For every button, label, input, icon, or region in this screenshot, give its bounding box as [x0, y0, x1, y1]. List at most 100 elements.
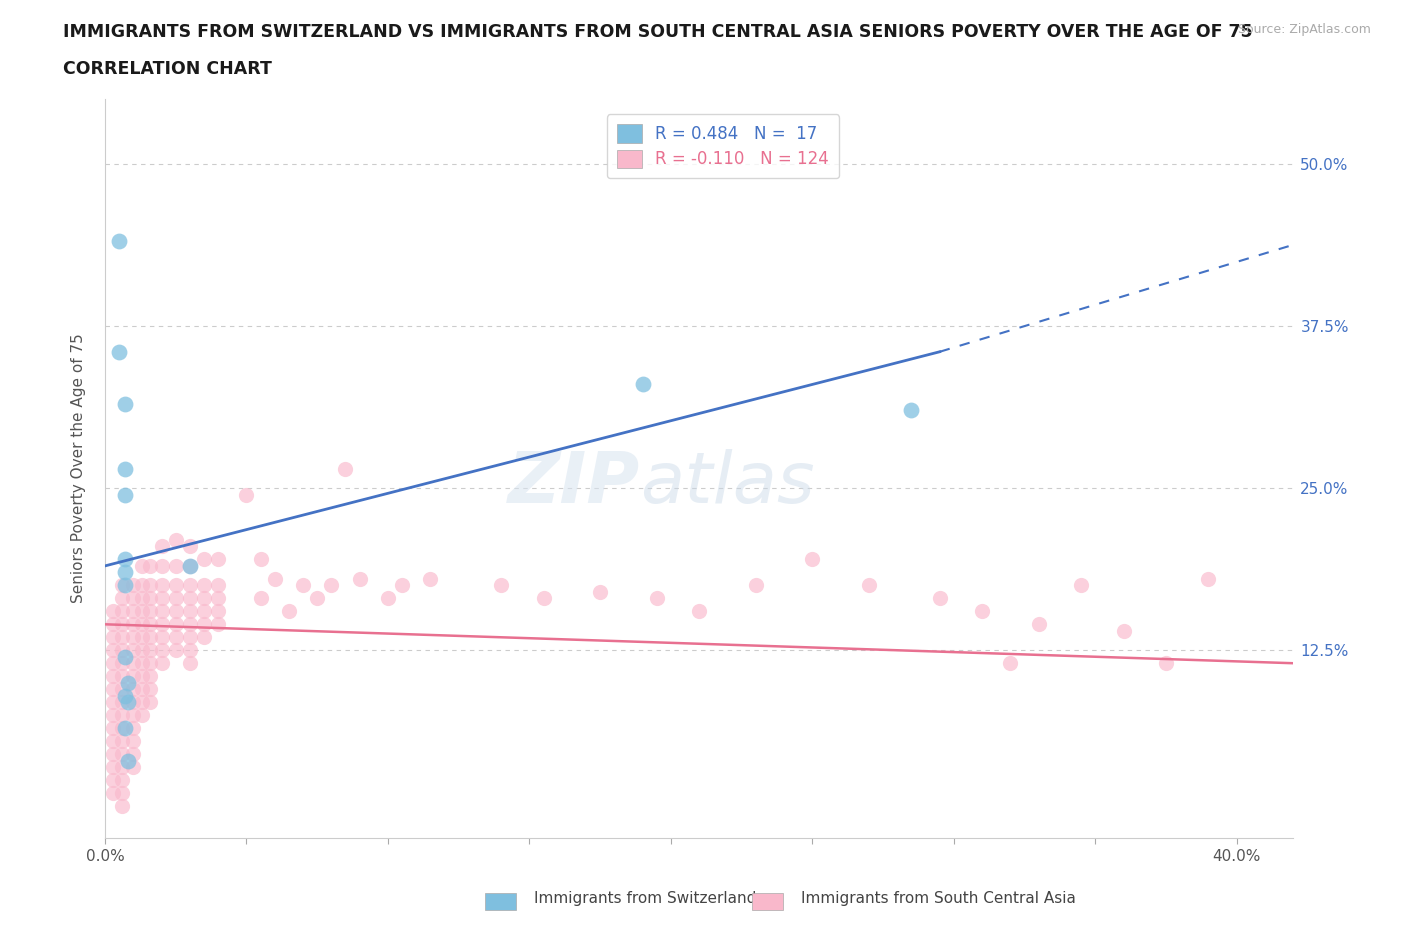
Point [122, 578, 145, 592]
Point [114, 396, 136, 411]
Point [122, 721, 145, 736]
Point [139, 604, 162, 618]
Point [131, 630, 153, 644]
Point [131, 669, 153, 684]
Point [122, 695, 145, 710]
Point [165, 558, 187, 573]
Point [111, 578, 134, 592]
Point [858, 578, 880, 592]
Point [801, 552, 824, 567]
Point [207, 617, 229, 631]
Point [150, 539, 173, 554]
Point [150, 630, 173, 644]
Point [103, 643, 125, 658]
Point [103, 695, 125, 710]
Point [111, 643, 134, 658]
Point [103, 721, 125, 736]
Point [122, 630, 145, 644]
Point [111, 773, 134, 788]
Point [349, 571, 371, 586]
Point [111, 786, 134, 801]
Point [150, 591, 173, 605]
Point [321, 578, 343, 592]
Point [139, 630, 162, 644]
Point [139, 617, 162, 631]
Point [150, 643, 173, 658]
Point [139, 643, 162, 658]
Point [1198, 571, 1220, 586]
Point [131, 682, 153, 697]
Text: atlas: atlas [640, 449, 814, 518]
Point [263, 571, 285, 586]
Point [111, 591, 134, 605]
Point [111, 604, 134, 618]
Point [1028, 617, 1050, 631]
Point [103, 630, 125, 644]
Point [150, 617, 173, 631]
Point [193, 578, 215, 592]
Point [103, 617, 125, 631]
Point [122, 669, 145, 684]
Point [193, 604, 215, 618]
Point [139, 682, 162, 697]
Point [114, 578, 136, 592]
Point [111, 708, 134, 723]
Point [335, 461, 357, 476]
Point [235, 487, 257, 502]
Point [131, 656, 153, 671]
Point [108, 344, 131, 359]
Point [111, 682, 134, 697]
Text: Immigrants from South Central Asia: Immigrants from South Central Asia [801, 891, 1077, 906]
Point [249, 552, 271, 567]
Point [179, 539, 201, 554]
Point [131, 643, 153, 658]
Point [150, 578, 173, 592]
Point [122, 708, 145, 723]
Point [117, 753, 139, 768]
Point [103, 656, 125, 671]
Point [179, 617, 201, 631]
Point [165, 604, 187, 618]
Point [103, 669, 125, 684]
Point [111, 695, 134, 710]
Point [103, 734, 125, 749]
Point [179, 656, 201, 671]
Point [131, 591, 153, 605]
Point [122, 617, 145, 631]
Point [103, 747, 125, 762]
Point [117, 675, 139, 690]
Point [122, 643, 145, 658]
Point [277, 604, 299, 618]
Point [193, 591, 215, 605]
Point [589, 584, 612, 599]
Point [108, 234, 131, 249]
Point [114, 688, 136, 703]
Point [103, 760, 125, 775]
Point [122, 591, 145, 605]
Point [114, 565, 136, 579]
Point [111, 630, 134, 644]
Point [307, 591, 329, 605]
Point [139, 558, 162, 573]
Point [139, 656, 162, 671]
Y-axis label: Seniors Poverty Over the Age of 75: Seniors Poverty Over the Age of 75 [72, 334, 86, 604]
Point [131, 695, 153, 710]
Point [150, 604, 173, 618]
Point [131, 604, 153, 618]
Point [179, 604, 201, 618]
Point [122, 747, 145, 762]
Point [165, 533, 187, 548]
Point [249, 591, 271, 605]
Point [111, 799, 134, 814]
Point [645, 591, 668, 605]
Point [131, 578, 153, 592]
Point [103, 773, 125, 788]
Point [122, 656, 145, 671]
Text: Immigrants from Switzerland: Immigrants from Switzerland [534, 891, 756, 906]
Point [207, 578, 229, 592]
Point [117, 695, 139, 710]
Point [103, 708, 125, 723]
Point [179, 558, 201, 573]
Point [111, 669, 134, 684]
Point [1070, 578, 1092, 592]
